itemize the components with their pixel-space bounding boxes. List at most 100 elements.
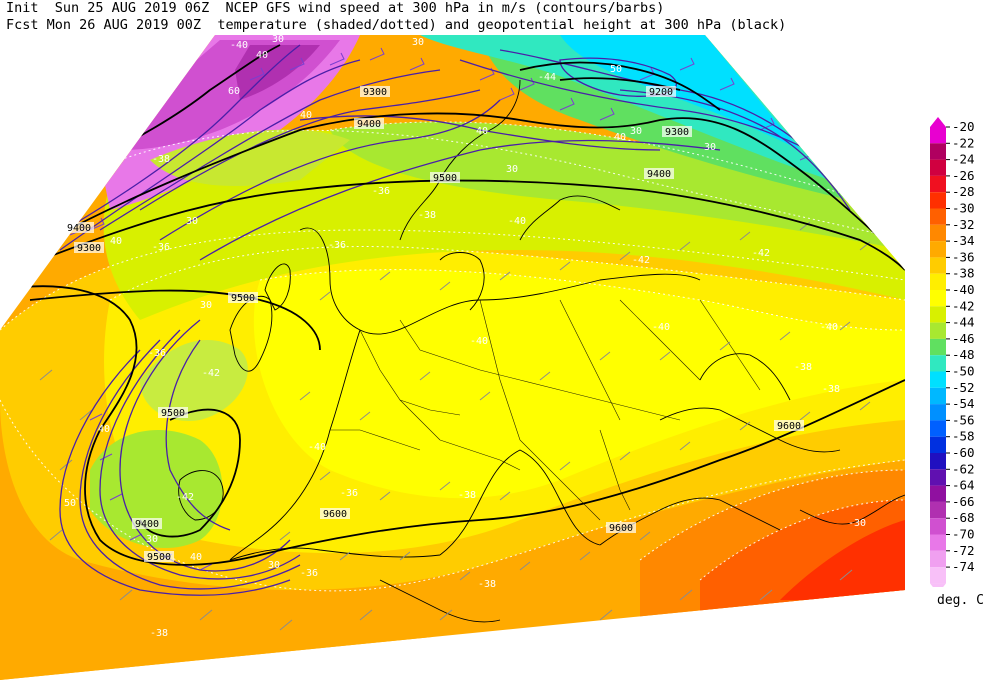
temp-label: -42 [752,248,770,259]
legend-label: -62 [952,461,975,476]
temp-label: -36 [152,242,170,253]
wind-label: 30 [630,126,642,137]
legend-swatch [930,436,946,453]
height-label: 9500 [433,173,457,184]
legend-label: -36 [952,249,975,264]
legend-label: -58 [952,429,975,444]
temp-label: -38 [418,210,436,221]
temp-label: -38 [150,628,168,639]
legend-swatch [930,469,946,486]
weather-map: 9300 9400 9500 9500 9600 9400 9200 9300 … [0,34,905,680]
legend-swatch [930,338,946,356]
legend-swatch [930,273,946,290]
legend-bottom-arrow [930,583,946,587]
legend-swatch [930,371,946,388]
temperature-shading [0,35,905,680]
temp-label: -38 [794,362,812,373]
wind-speed-contours [29,44,861,596]
wind-label: 40 [110,236,122,247]
height-label: 9400 [357,119,381,130]
height-label: 9600 [323,509,347,520]
temp-label: -40 [508,216,526,227]
legend-label: -74 [952,559,975,574]
legend-swatch [930,355,946,372]
legend-swatch [930,453,946,470]
legend-label: -28 [952,184,975,199]
geopotential-height-contours [0,44,905,566]
wind-label: 30 [200,300,212,311]
legend-label: -46 [952,331,975,346]
temperature-labels: -40 -38 -36 -36 -36 -38 -40 -42 -42 -40 … [148,40,866,659]
legend-swatch [930,501,946,519]
wind-label: 40 [614,132,626,143]
legend-swatch [930,290,946,307]
legend-label: -66 [952,494,975,509]
legend-unit: deg. C [937,593,984,608]
temp-label: -40 [308,442,326,453]
height-label: 9300 [363,87,387,98]
map-header: Init Sun 25 AUG 2019 06Z NCEP GFS wind s… [6,0,787,34]
legend-top-arrow [930,117,946,127]
wind-label: 30 [412,37,424,48]
legend-label: -24 [952,152,975,167]
wind-label: 30 [268,560,280,571]
legend-label: -72 [952,543,975,558]
wind-label: 30 [506,164,518,175]
legend-label: -42 [952,298,975,313]
wind-label: 60 [228,86,240,97]
legend-label: -52 [952,380,975,395]
wind-label: 40 [300,110,312,121]
height-label: 9200 [649,87,673,98]
height-label: 9400 [135,519,159,530]
legend-swatch [930,306,946,323]
legend-swatch [930,420,946,437]
temp-label: -44 [538,72,556,83]
height-label: 9500 [147,552,171,563]
height-label: 9600 [777,421,801,432]
contour-labels: 9300 9400 9500 9500 9600 9400 9200 9300 … [64,34,866,659]
legend-swatch [930,404,946,421]
legend-label: -64 [952,478,975,493]
legend-swatch [930,567,946,584]
legend-swatch [930,208,946,225]
color-legend: -20-22-24-26-28-30-32-34-36-38-40-42-44-… [930,117,975,587]
height-label: 9300 [77,243,101,254]
legend-swatch [930,127,946,144]
wind-label: 30 [704,142,716,153]
legend-label: -26 [952,168,975,183]
legend-label: -20 [952,119,975,134]
height-label: 9400 [67,223,91,234]
legend-label: -50 [952,364,975,379]
legend-swatch [930,322,946,339]
forecast-time-line: Fcst Mon 26 AUG 2019 00Z temperature (sh… [6,17,787,33]
wind-label: 40 [256,50,268,61]
legend-swatch [930,143,946,160]
temp-label: -40 [820,322,838,333]
legend-swatch [930,485,946,502]
temp-label: -40 [470,336,488,347]
wind-label: 50 [610,64,622,75]
wind-label: 40 [98,424,110,435]
legend-swatch [930,534,946,551]
temp-label: -34 [422,648,440,659]
wind-label: 40 [190,552,202,563]
legend-swatch [930,159,946,176]
wind-label: 30 [146,534,158,545]
temp-label: -42 [202,368,220,379]
legend-swatch [930,175,946,193]
country-borders [330,299,761,521]
legend-label: -22 [952,135,975,150]
legend-swatch [930,192,946,209]
legend-swatch [930,224,946,242]
legend-label: -30 [952,201,975,216]
height-label: 9600 [609,523,633,534]
wind-label: 30 [272,34,284,45]
wind-labels: 30 40 40 30 40 30 30 40 30 40 30 50 30 4… [64,34,716,571]
wind-label: 50 [64,498,76,509]
wind-label: 30 [186,216,198,227]
height-label: 9500 [231,293,255,304]
temp-label: -40 [230,40,248,51]
height-label: 9300 [665,127,689,138]
temp-label: -38 [152,154,170,165]
temp-label: -38 [822,384,840,395]
